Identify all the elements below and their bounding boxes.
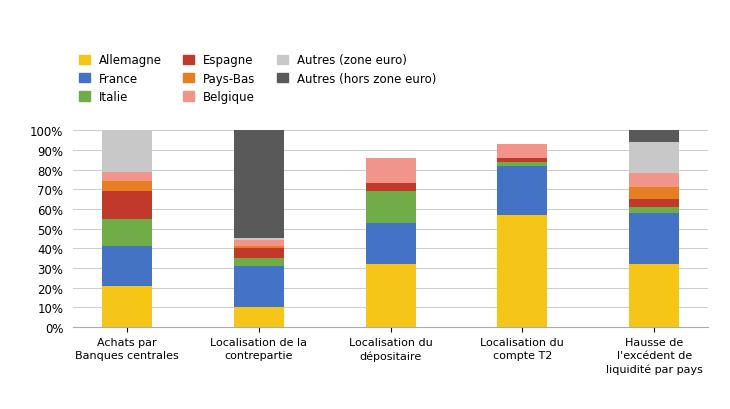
- Legend: Allemagne, France, Italie, Espagne, Pays-Bas, Belgique, Autres (zone euro), Autr: Allemagne, France, Italie, Espagne, Pays…: [79, 54, 437, 104]
- Bar: [102, 131, 152, 172]
- Bar: [629, 264, 679, 327]
- Bar: [366, 192, 415, 223]
- Bar: [234, 241, 284, 247]
- Bar: [366, 184, 415, 192]
- Bar: [102, 219, 152, 247]
- Bar: [629, 213, 679, 264]
- Bar: [497, 215, 548, 327]
- Bar: [497, 162, 548, 166]
- Bar: [102, 182, 152, 192]
- Bar: [102, 247, 152, 286]
- Bar: [629, 207, 679, 213]
- Bar: [102, 172, 152, 182]
- Bar: [102, 192, 152, 219]
- Bar: [497, 145, 548, 158]
- Bar: [629, 188, 679, 200]
- Bar: [629, 131, 679, 143]
- Bar: [234, 239, 284, 241]
- Bar: [234, 258, 284, 266]
- Bar: [366, 264, 415, 327]
- Bar: [497, 158, 548, 162]
- Bar: [234, 266, 284, 308]
- Bar: [234, 131, 284, 239]
- Bar: [234, 247, 284, 249]
- Bar: [234, 249, 284, 258]
- Bar: [102, 286, 152, 327]
- Bar: [497, 166, 548, 215]
- Bar: [629, 143, 679, 174]
- Bar: [234, 308, 284, 327]
- Bar: [366, 223, 415, 264]
- Bar: [629, 200, 679, 207]
- Bar: [629, 174, 679, 188]
- Bar: [366, 158, 415, 184]
